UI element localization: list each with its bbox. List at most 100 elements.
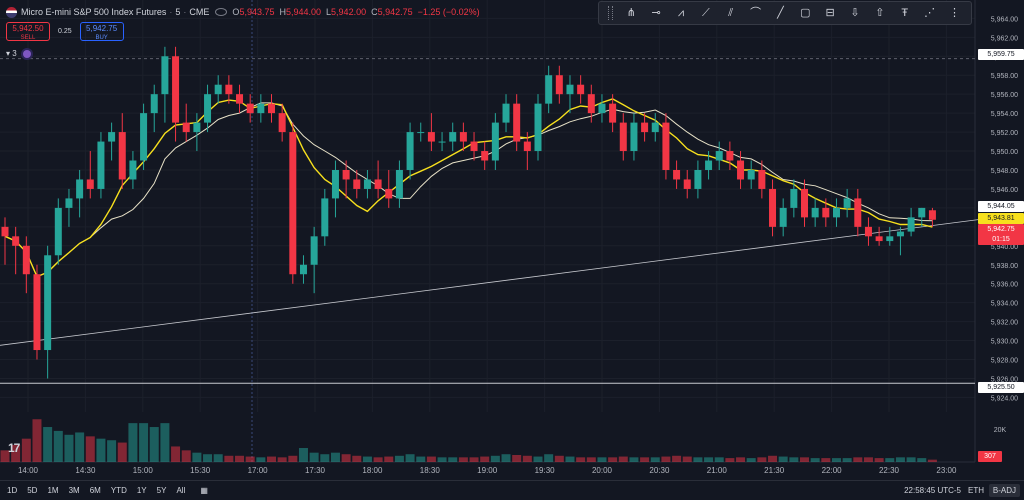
eye-icon[interactable] xyxy=(215,8,228,16)
open-value: 5,943.75 xyxy=(239,7,275,17)
time-tick-label: 18:00 xyxy=(362,466,383,475)
volume-bar xyxy=(405,454,415,462)
spread: 0.25 xyxy=(58,28,72,35)
volume-bar xyxy=(608,457,618,462)
candle-body xyxy=(481,151,489,161)
range-ytd[interactable]: YTD xyxy=(110,486,127,495)
bottom-toolbar: 1D 5D 1M 3M 6M YTD 1Y 5Y All ▦ 22:58:45 … xyxy=(0,480,1024,500)
lower-line-price-label: 5,925.50 xyxy=(978,382,1024,393)
candle-body xyxy=(278,113,286,133)
time-tick-label: 21:30 xyxy=(764,466,785,475)
indicators-toggle[interactable]: ▾ 3 xyxy=(6,49,31,58)
price-tick-label: 5,930.00 xyxy=(991,339,1018,346)
candle-body xyxy=(619,122,627,152)
interval[interactable]: 5 xyxy=(175,7,181,17)
range-5d[interactable]: 5D xyxy=(27,486,38,495)
indicator-count: 3 xyxy=(12,49,17,58)
candle-body xyxy=(438,141,446,143)
candle-body xyxy=(427,132,435,142)
range-1m[interactable]: 1M xyxy=(47,486,59,495)
grip-icon[interactable] xyxy=(608,6,614,20)
arrow-up-icon[interactable]: ⇧ xyxy=(875,7,885,19)
price-tick-label: 5,950.00 xyxy=(991,149,1018,156)
candle-body xyxy=(257,103,265,114)
trend-line-icon[interactable]: ⟋ xyxy=(702,7,710,19)
rectangle-icon[interactable]: ▢ xyxy=(800,7,811,19)
more-icon[interactable]: ⋮ xyxy=(948,7,960,19)
symbol-name[interactable]: Micro E-mini S&P 500 Index Futures xyxy=(21,7,167,17)
volume-bar xyxy=(75,432,85,462)
volume-bar xyxy=(235,455,245,462)
candle-body xyxy=(918,207,926,218)
price-tick-label: 5,924.00 xyxy=(991,395,1018,402)
buy-button[interactable]: 5,942.75 BUY xyxy=(79,22,124,41)
tradingview-logo[interactable]: 17 xyxy=(8,441,20,455)
sell-button[interactable]: 5,942.50 SELL xyxy=(6,22,50,41)
candle-body xyxy=(801,188,808,218)
candle-body xyxy=(896,231,904,237)
candle-body xyxy=(129,160,137,180)
candle-body xyxy=(76,179,84,199)
price-tick-label: 5,948.00 xyxy=(991,168,1018,175)
range-all[interactable]: All xyxy=(176,486,186,495)
last-price-label: 5,942.75 01:15 xyxy=(978,224,1024,245)
candle-body xyxy=(705,160,713,170)
volume-bar xyxy=(650,457,660,462)
time-tick-label: 15:00 xyxy=(133,466,154,475)
date-range-icon[interactable]: ▦ xyxy=(200,486,208,495)
price-tick-label: 5,964.00 xyxy=(991,16,1018,23)
volume-bar xyxy=(778,456,788,462)
volume-bar xyxy=(203,454,213,462)
measure-icon[interactable]: ⋰ xyxy=(924,7,936,19)
volume-bar xyxy=(853,457,863,462)
range-3m[interactable]: 3M xyxy=(68,486,80,495)
adjust-toggle[interactable]: B-ADJ xyxy=(988,484,1020,497)
candle-body xyxy=(374,179,382,189)
candle-body xyxy=(140,113,148,161)
candle-body xyxy=(44,255,52,351)
volume-bar xyxy=(245,456,255,462)
candle-body xyxy=(555,75,563,95)
candle-body xyxy=(587,94,595,114)
brush-icon[interactable]: ⩘ xyxy=(677,7,685,19)
clock[interactable]: 22:58:45 UTC-5 xyxy=(904,486,961,495)
close-value: 5,942.75 xyxy=(377,7,413,17)
price-tick-label: 5,956.00 xyxy=(991,92,1018,99)
session-toggle[interactable]: ETH xyxy=(968,486,984,495)
line-icon[interactable]: ╱ xyxy=(777,7,784,19)
range-1d[interactable]: 1D xyxy=(7,486,18,495)
volume-bar xyxy=(501,454,511,462)
parallel-channel-icon[interactable]: ⫽ xyxy=(728,7,734,19)
close-label: C xyxy=(371,7,378,17)
volume-bar xyxy=(181,450,191,462)
drawing-toolbar: ⋔ ⊸ ⩘ ⟋ ⫽ ⌒ ╱ ▢ ⊟ ⇩ ⇧ Ŧ ⋰ ⋮ xyxy=(598,1,972,25)
ray-icon[interactable]: ⊸ xyxy=(651,7,661,19)
volume-bar xyxy=(21,438,31,462)
volume-bar xyxy=(384,456,394,462)
text-icon[interactable]: Ŧ xyxy=(901,7,909,19)
time-tick-label: 17:00 xyxy=(248,466,269,475)
range-5y[interactable]: 5Y xyxy=(156,486,167,495)
candle-body xyxy=(523,141,531,152)
range-6m[interactable]: 6M xyxy=(89,486,101,495)
price-tick-label: 5,938.00 xyxy=(991,263,1018,270)
price-tick-label: 5,940.00 xyxy=(991,244,1018,251)
volume-bar xyxy=(85,436,95,462)
price-tick-label: 5,932.00 xyxy=(991,320,1018,327)
volume-bar xyxy=(394,455,404,462)
long-position-icon[interactable]: ⊟ xyxy=(825,7,835,19)
volume-bar xyxy=(704,457,714,462)
arrow-down-icon[interactable]: ⇩ xyxy=(850,7,860,19)
volume-bar xyxy=(277,457,287,462)
volume-bar xyxy=(714,457,724,462)
volume-bar xyxy=(757,457,767,462)
change-value: −1.25 (−0.02%) xyxy=(417,7,480,17)
candle-body xyxy=(864,226,872,237)
pitchfork-icon[interactable]: ⋔ xyxy=(626,7,636,19)
volume-tick-label: 20K xyxy=(994,427,1007,434)
range-1y[interactable]: 1Y xyxy=(136,486,147,495)
volume-bar xyxy=(128,423,138,462)
path-icon[interactable]: ⌒ xyxy=(750,7,762,19)
volume-bar xyxy=(810,458,820,462)
